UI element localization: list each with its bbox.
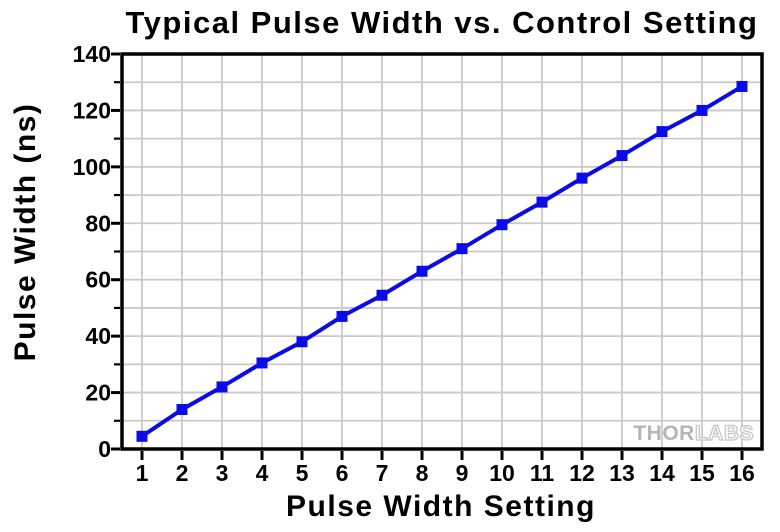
y-tick-label: 20 xyxy=(85,380,111,406)
data-point xyxy=(136,430,148,442)
x-tick-label: 16 xyxy=(729,460,755,486)
y-tick-label: 40 xyxy=(85,323,111,349)
y-tick-label: 140 xyxy=(73,41,111,67)
x-tick-label: 12 xyxy=(569,460,595,486)
y-tick-label: 120 xyxy=(73,97,111,123)
data-point xyxy=(616,150,628,162)
data-point xyxy=(336,310,348,322)
x-tick-label: 1 xyxy=(136,460,149,486)
x-tick-label: 4 xyxy=(256,460,269,486)
data-point xyxy=(256,357,268,369)
watermark-solid-part: THOR xyxy=(633,422,695,445)
data-point xyxy=(576,172,588,184)
x-tick-label: 7 xyxy=(376,460,389,486)
data-point xyxy=(696,104,708,116)
x-tick-label: 3 xyxy=(216,460,229,486)
x-tick-label: 10 xyxy=(489,460,515,486)
x-tick-label: 8 xyxy=(416,460,429,486)
x-tick-label: 15 xyxy=(689,460,715,486)
x-tick-label: 5 xyxy=(296,460,309,486)
x-tick-label: 11 xyxy=(530,460,555,486)
x-tick-label: 13 xyxy=(609,460,635,486)
data-point xyxy=(416,265,428,277)
y-tick-label: 60 xyxy=(85,267,111,293)
x-tick-label: 6 xyxy=(336,460,349,486)
x-tick-label: 14 xyxy=(649,460,675,486)
data-point xyxy=(296,336,308,348)
data-point xyxy=(456,243,468,255)
data-point xyxy=(736,80,748,92)
y-tick-label: 100 xyxy=(73,154,111,180)
x-axis-label: Pulse Width Setting xyxy=(286,490,596,523)
x-tick-label: 9 xyxy=(456,460,469,486)
data-point xyxy=(216,381,228,393)
watermark-outline-part: LABS xyxy=(695,422,754,445)
y-tick-label: 80 xyxy=(85,210,111,236)
y-tick-label: 0 xyxy=(98,436,111,462)
data-point xyxy=(376,289,388,301)
data-point xyxy=(176,404,188,415)
data-point xyxy=(656,126,668,138)
chart-title: Typical Pulse Width vs. Control Setting xyxy=(125,5,759,40)
data-point xyxy=(496,219,508,231)
plot-frame xyxy=(120,52,764,451)
thorlabs-watermark: THORLABS xyxy=(633,422,754,445)
x-tick-label: 2 xyxy=(176,460,189,486)
data-line xyxy=(140,84,744,438)
data-point xyxy=(536,196,548,208)
